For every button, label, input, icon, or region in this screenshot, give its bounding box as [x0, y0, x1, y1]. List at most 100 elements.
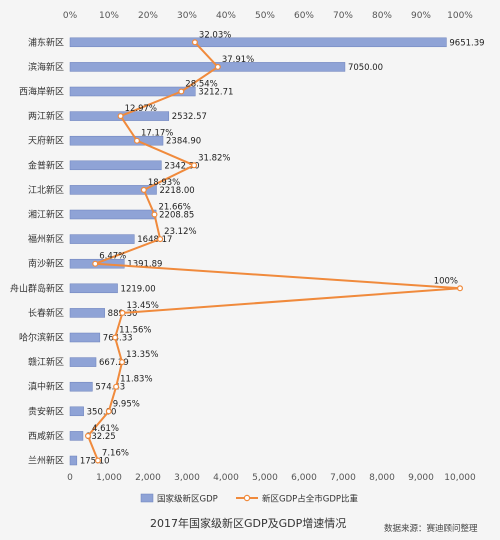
bottom-tick-label: 6,000: [291, 473, 317, 483]
bar-value-label: 175.10: [80, 457, 110, 467]
category-label: 贵安新区: [28, 405, 64, 417]
bar: [69, 160, 162, 171]
category-label: 西咸新区: [28, 430, 64, 442]
category-label: 两江新区: [28, 110, 64, 122]
line-point: [105, 408, 112, 415]
line-point: [113, 383, 120, 390]
bar: [69, 431, 84, 441]
top-tick-label: 100%: [447, 11, 473, 21]
line-point: [191, 162, 198, 169]
bar-value-labels: 9651.39 7050.00 3212.71 2532.57 2384.90 2342.…: [80, 38, 485, 466]
top-tick-label: 50%: [255, 11, 275, 21]
bar: [69, 234, 135, 244]
legend-line-label: 新区GDP占全市GDP比重: [262, 494, 359, 505]
line-value-label: 23.12%: [164, 227, 196, 237]
bar: [69, 37, 447, 48]
legend: 国家级新区GDP 新区GDP占全市GDP比重: [140, 494, 359, 505]
line-point: [151, 211, 158, 218]
bar: [69, 62, 346, 72]
bar-value-label: 667.29: [99, 358, 129, 368]
bottom-tick-label: 7,000: [330, 473, 356, 483]
bar: [69, 381, 93, 392]
bar: [69, 86, 196, 97]
top-tick-label: 80%: [372, 11, 392, 21]
line-point: [214, 63, 221, 70]
line-value-label: 31.82%: [198, 153, 230, 163]
category-label: 兰州新区: [28, 455, 64, 467]
bottom-tick-label: 4,000: [213, 473, 239, 483]
bottom-axis: 0 1,000 2,000 3,000 4,000 5,000 6,000 7,000 8,00…: [67, 473, 476, 483]
line-value-label: 11.56%: [119, 326, 151, 336]
line-point: [119, 359, 126, 366]
line-value-label: 13.45%: [126, 301, 158, 311]
line-point: [191, 39, 198, 46]
line-point: [157, 236, 164, 243]
bar: [69, 308, 105, 318]
line-point: [117, 113, 124, 120]
bar: [69, 332, 101, 343]
category-label: 金普新区: [28, 159, 64, 171]
legend-line-marker: [243, 494, 251, 502]
bar-value-label: 574.43: [95, 383, 125, 393]
line-value-label: 21.66%: [158, 203, 190, 213]
category-label: 西海岸新区: [19, 86, 64, 98]
category-label: 舟山群岛新区: [10, 282, 64, 294]
bar: [69, 185, 157, 195]
bottom-tick-label: 9,000: [408, 473, 434, 483]
top-tick-label: 30%: [177, 11, 197, 21]
line-value-label: 37.91%: [222, 55, 254, 65]
bottom-tick-label: 2,000: [135, 473, 161, 483]
bar-value-label: 2342.50: [164, 161, 199, 171]
top-tick-label: 0%: [63, 11, 78, 21]
bar-value-label: 7050.00: [348, 63, 383, 73]
line-point: [119, 309, 126, 316]
line-value-label: 6.47%: [99, 252, 126, 262]
top-tick-label: 40%: [216, 11, 236, 21]
bar-value-label: 2384.90: [166, 137, 201, 147]
bar-value-label: 2532.57: [172, 112, 207, 122]
bar: [69, 455, 78, 466]
category-label: 湘江新区: [28, 209, 64, 221]
bar: [69, 406, 84, 417]
top-tick-label: 20%: [138, 11, 158, 21]
bar-value-label: 1219.00: [121, 284, 156, 294]
bar: [69, 357, 97, 367]
line-value-label: 100%: [434, 276, 458, 286]
bottom-tick-label: 3,000: [174, 473, 200, 483]
line-point: [140, 186, 147, 193]
bottom-tick-label: 8,000: [369, 473, 395, 483]
category-label: 哈尔滨新区: [19, 332, 64, 344]
top-tick-label: 10%: [99, 11, 119, 21]
bar-value-label: 332.25: [86, 432, 116, 442]
bottom-tick-label: 1,000: [96, 473, 122, 483]
line-value-label: 17.17%: [141, 129, 173, 139]
top-axis: 0% 10% 20% 30% 40% 50% 60% 70% 80% 90% 100%: [63, 11, 473, 21]
line-value-label: 28.54%: [185, 80, 217, 90]
bar-value-label: 2218.00: [160, 186, 195, 196]
chart-caption: 2017年国家级新区GDP及GDP增速情况: [150, 516, 346, 530]
top-tick-label: 90%: [411, 11, 431, 21]
top-tick-label: 60%: [294, 11, 314, 21]
line-point: [84, 432, 91, 439]
category-label: 南沙新区: [28, 258, 64, 270]
bottom-tick-label: 5,000: [252, 473, 278, 483]
bottom-tick-label: 0: [67, 473, 73, 483]
bar: [69, 209, 157, 220]
line-series: [84, 39, 464, 464]
category-label: 滨海新区: [28, 61, 64, 73]
line-value-label: 13.35%: [126, 350, 158, 360]
category-label: 滇中新区: [28, 381, 64, 393]
bottom-tick-label: 10,000: [444, 473, 476, 483]
category-label: 长春新区: [28, 307, 64, 319]
line-point: [94, 457, 101, 464]
line-value-label: 18.93%: [148, 178, 180, 188]
line-point: [178, 88, 185, 95]
line-value-label: 9.95%: [113, 399, 140, 409]
bar-value-label: 3212.71: [198, 88, 233, 98]
legend-bar-label: 国家级新区GDP: [157, 494, 218, 505]
category-label: 江北新区: [28, 184, 64, 196]
bar: [69, 135, 164, 146]
line-path: [86, 41, 461, 461]
line-value-label: 32.03%: [199, 30, 231, 40]
line-point: [92, 260, 99, 267]
